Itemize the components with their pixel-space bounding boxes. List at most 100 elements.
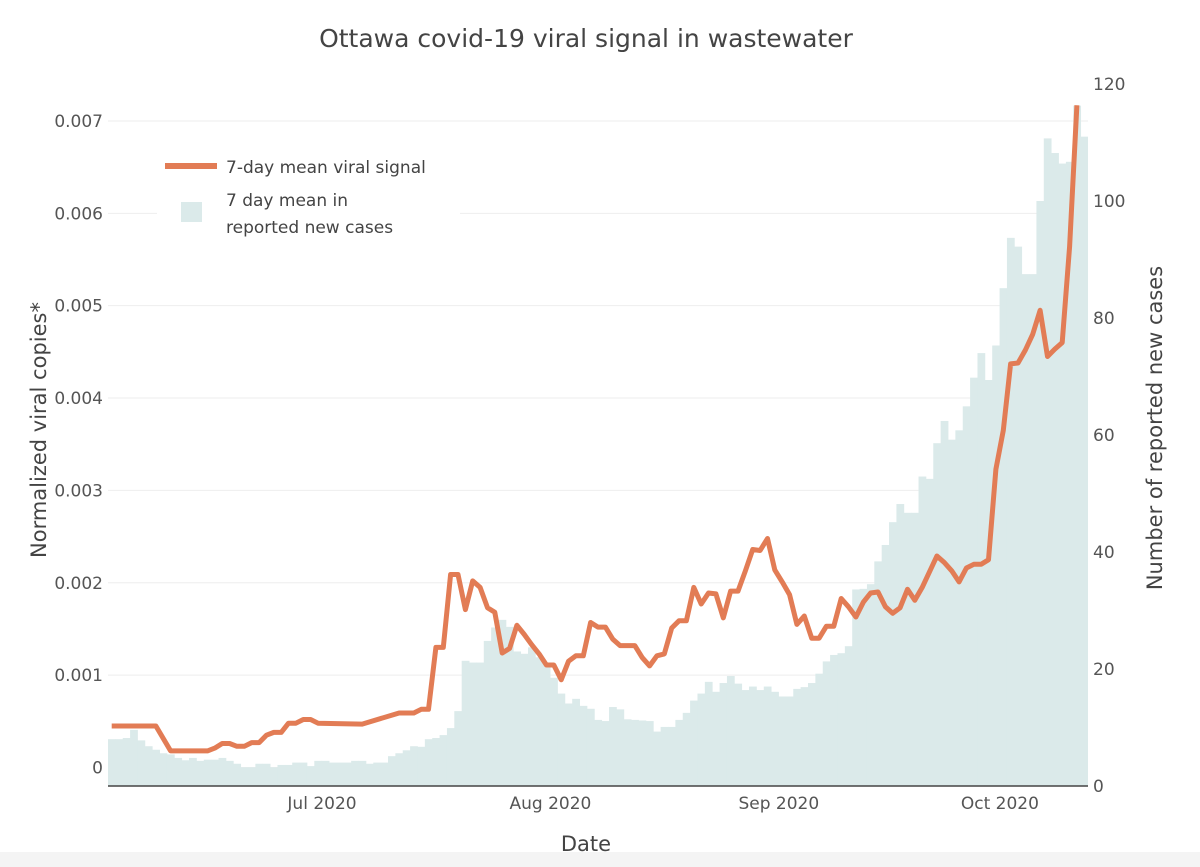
case-bar bbox=[130, 729, 138, 786]
case-bar bbox=[896, 504, 905, 786]
y-right-tick-label: 80 bbox=[1093, 309, 1115, 329]
case-bar bbox=[793, 688, 802, 786]
y-right-tick-label: 20 bbox=[1093, 660, 1115, 680]
case-bar bbox=[358, 760, 367, 786]
case-bar bbox=[152, 749, 160, 786]
case-bar bbox=[1014, 246, 1023, 786]
case-bar bbox=[108, 739, 116, 786]
case-bar bbox=[984, 380, 993, 786]
legend-label-cases-line1: 7 day mean in bbox=[226, 191, 348, 211]
case-bar bbox=[483, 640, 492, 786]
viral-signal-line bbox=[111, 105, 1080, 754]
case-bar bbox=[837, 653, 846, 786]
case-bar bbox=[734, 683, 743, 786]
case-bar bbox=[623, 719, 632, 786]
case-bar bbox=[1036, 201, 1045, 786]
case-bar bbox=[844, 646, 853, 786]
case-bar bbox=[454, 711, 463, 786]
legend-background bbox=[157, 145, 460, 241]
case-bar bbox=[550, 677, 558, 786]
case-bar bbox=[660, 726, 669, 786]
case-bar bbox=[218, 757, 227, 786]
case-bar bbox=[424, 739, 433, 786]
case-bar bbox=[439, 735, 448, 786]
case-bar bbox=[343, 762, 352, 786]
case-bar bbox=[874, 561, 883, 786]
case-bar bbox=[992, 345, 1000, 786]
y-axis-right-title: Number of reported new cases bbox=[1143, 266, 1167, 590]
case-bar bbox=[697, 693, 706, 786]
case-bar bbox=[903, 512, 912, 786]
x-tick-label: Sep 2020 bbox=[738, 794, 819, 814]
case-bar bbox=[962, 406, 971, 786]
case-bar bbox=[159, 753, 168, 786]
case-bar bbox=[115, 739, 124, 786]
case-bar bbox=[778, 696, 787, 786]
case-bar bbox=[1065, 161, 1074, 786]
case-bar bbox=[321, 760, 330, 786]
y-axis-left-ticks: 0 0.001 0.002 0.003 0.004 0.005 0.006 0.007 bbox=[54, 112, 103, 779]
case-bar bbox=[638, 720, 647, 786]
case-bar bbox=[763, 686, 772, 786]
case-bar bbox=[645, 721, 654, 786]
case-bar bbox=[1058, 163, 1067, 786]
legend-label-viral-signal: 7-day mean viral signal bbox=[226, 158, 426, 178]
x-tick-label: Aug 2020 bbox=[509, 794, 591, 814]
case-bar bbox=[351, 760, 359, 786]
y-left-tick-label: 0.003 bbox=[54, 481, 103, 501]
case-bar bbox=[859, 588, 868, 786]
legend-bar-swatch bbox=[181, 202, 202, 222]
y-left-tick-label: 0.006 bbox=[54, 204, 103, 224]
case-bar bbox=[712, 691, 720, 786]
case-bar bbox=[675, 719, 684, 786]
case-bar bbox=[292, 762, 300, 786]
y-right-tick-label: 100 bbox=[1093, 192, 1125, 212]
case-bar bbox=[233, 763, 242, 786]
case-bar bbox=[815, 673, 824, 786]
case-bar bbox=[1051, 153, 1059, 786]
case-bar bbox=[240, 767, 249, 786]
y-left-tick-label: 0.002 bbox=[54, 574, 103, 594]
case-bar bbox=[174, 757, 183, 786]
case-bar bbox=[719, 683, 728, 786]
case-bar bbox=[189, 757, 197, 786]
case-bar bbox=[520, 653, 529, 786]
footer-strip bbox=[0, 852, 1200, 867]
case-bar bbox=[181, 760, 190, 786]
bar-series-reported-cases bbox=[108, 105, 1088, 786]
case-bar bbox=[918, 476, 927, 786]
case-bar bbox=[756, 690, 765, 786]
case-bar bbox=[955, 430, 964, 786]
y-left-tick-label: 0.005 bbox=[54, 297, 103, 317]
legend-label-cases-line2: reported new cases bbox=[226, 218, 393, 238]
y-left-tick-label: 0.001 bbox=[54, 666, 103, 686]
case-bar bbox=[749, 686, 757, 786]
case-bar bbox=[1021, 274, 1030, 786]
case-bar bbox=[808, 683, 816, 786]
case-bar bbox=[314, 760, 323, 786]
case-bar bbox=[505, 626, 514, 786]
case-bar bbox=[329, 762, 337, 786]
case-bar bbox=[277, 764, 286, 786]
case-bar bbox=[977, 353, 986, 786]
case-bar bbox=[122, 738, 131, 786]
case-bar bbox=[579, 705, 588, 786]
case-bar bbox=[446, 728, 455, 786]
case-bar bbox=[1043, 138, 1052, 786]
legend: 7-day mean viral signal 7 day mean in re… bbox=[157, 145, 460, 241]
case-bar bbox=[417, 746, 426, 786]
case-bar bbox=[211, 759, 219, 786]
case-bar bbox=[601, 721, 610, 786]
x-axis-ticks: Jul 2020 Aug 2020 Sep 2020 Oct 2020 bbox=[286, 794, 1039, 814]
case-bar bbox=[866, 584, 875, 786]
case-bar bbox=[785, 696, 794, 786]
case-bar bbox=[542, 664, 551, 786]
case-bar bbox=[911, 512, 919, 786]
case-bar bbox=[822, 661, 831, 786]
case-bar bbox=[1029, 274, 1037, 786]
case-bar bbox=[388, 756, 396, 786]
case-bar bbox=[609, 707, 617, 786]
case-bar bbox=[513, 651, 522, 786]
case-bar bbox=[491, 627, 499, 786]
case-bar bbox=[564, 703, 573, 786]
